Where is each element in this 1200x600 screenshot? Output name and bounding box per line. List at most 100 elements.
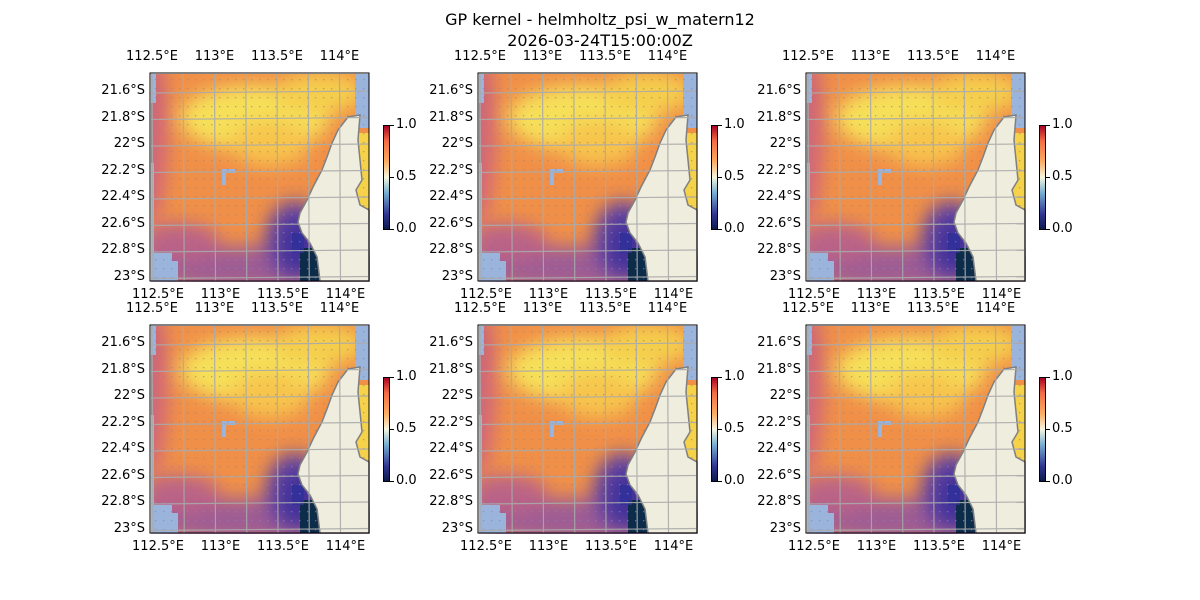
land-mass [625, 114, 698, 282]
lon-tick-bottom: 113.5°E [585, 287, 637, 302]
lat-tick: 21.8°S [429, 361, 473, 377]
land-mass [953, 366, 1026, 534]
lat-tick: 22.6°S [757, 215, 801, 231]
lat-tick: 22.4°S [757, 441, 801, 456]
figure-title: GP kernel - helmholtz_psi_w_matern12 [445, 10, 755, 29]
colorbar-tick-mark [1046, 429, 1050, 430]
map-panel-4 [149, 324, 370, 534]
colorbar-tick-mark [1046, 377, 1050, 378]
lon-tick-bottom: 113°E [856, 287, 897, 302]
lon-tick-top: 113.5°E [907, 49, 959, 64]
lat-tick: 21.8°S [757, 361, 801, 377]
lat-tick: 22°S [769, 388, 801, 403]
colorbar-tick-label: 0.0 [1052, 221, 1073, 236]
lon-tick-top: 114°E [647, 301, 688, 316]
colorbar-tick-label: 1.0 [396, 369, 417, 384]
colorbar-tick-mark [390, 377, 394, 378]
lon-tick-bottom: 113°E [200, 287, 241, 302]
lon-tick-bottom: 113°E [528, 539, 569, 554]
lat-tick: 22°S [441, 388, 473, 403]
lat-tick: 22.6°S [429, 467, 473, 483]
lon-tick-top: 112.5°E [454, 301, 506, 316]
lat-tick: 21.6°S [429, 335, 473, 350]
lat-tick: 22.2°S [101, 162, 145, 178]
lat-tick: 22.4°S [429, 189, 473, 204]
lon-tick-top: 113°E [850, 301, 891, 316]
lon-tick-top: 112.5°E [782, 49, 834, 64]
colorbar-tick-label: 0.5 [1052, 421, 1073, 436]
lat-tick: 22.4°S [101, 189, 145, 204]
colorbar-6 [1039, 377, 1046, 482]
lat-tick: 22.8°S [429, 242, 473, 257]
lon-tick-bottom: 114°E [325, 287, 366, 302]
colorbar-4 [383, 377, 390, 482]
map-panel-3 [805, 72, 1026, 282]
lon-tick-top: 113.5°E [579, 301, 631, 316]
colorbar-tick-mark [390, 125, 394, 126]
lon-tick-top: 114°E [975, 301, 1016, 316]
colorbar-tick-mark [390, 229, 394, 230]
colorbar-tick-mark [1046, 177, 1050, 178]
gridlines [807, 74, 1026, 282]
lat-tick: 22.8°S [101, 494, 145, 509]
uncertainty-field [479, 74, 698, 282]
colorbar-tick-label: 0.0 [724, 221, 745, 236]
colorbar-3 [1039, 125, 1046, 230]
lat-tick: 22.4°S [429, 441, 473, 456]
gridlines [151, 74, 370, 282]
lon-tick-top: 112.5°E [126, 301, 178, 316]
colorbar-tick-label: 1.0 [1052, 117, 1073, 132]
colorbar-tick-label: 1.0 [724, 369, 745, 384]
colorbar-tick-label: 0.0 [396, 473, 417, 488]
colorbar-tick-mark [718, 229, 722, 230]
map-panel-1 [149, 72, 370, 282]
lat-tick: 23°S [441, 520, 473, 536]
colorbar-tick-mark [718, 177, 722, 178]
lon-tick-top: 114°E [975, 49, 1016, 64]
lon-tick-bottom: 112.5°E [460, 539, 512, 554]
uncertainty-field [151, 326, 370, 534]
lon-tick-bottom: 112.5°E [788, 287, 840, 302]
lat-tick: 22.2°S [101, 414, 145, 430]
lat-tick: 21.6°S [429, 83, 473, 98]
lat-tick: 22.6°S [757, 467, 801, 483]
lon-tick-top: 113.5°E [579, 49, 631, 64]
lon-tick-bottom: 112.5°E [788, 539, 840, 554]
lon-tick-top: 113.5°E [251, 301, 303, 316]
colorbar-tick-mark [390, 177, 394, 178]
map-panel-5 [477, 324, 698, 534]
colorbar-tick-mark [1046, 125, 1050, 126]
lon-tick-bottom: 113.5°E [257, 539, 309, 554]
colorbar-tick-label: 0.0 [396, 221, 417, 236]
colorbar-tick-mark [718, 125, 722, 126]
land-mass [953, 114, 1026, 282]
lat-tick: 22.2°S [757, 162, 801, 178]
lon-tick-bottom: 112.5°E [132, 539, 184, 554]
lon-tick-top: 113°E [194, 49, 235, 64]
map-panel-2 [477, 72, 698, 282]
lat-tick: 21.8°S [101, 361, 145, 377]
lon-tick-bottom: 114°E [981, 287, 1022, 302]
lat-tick: 23°S [441, 268, 473, 284]
gridlines [479, 326, 698, 534]
colorbar-2 [711, 125, 718, 230]
gridlines [807, 326, 1026, 534]
colorbar-tick-label: 0.0 [1052, 473, 1073, 488]
colorbar-tick-mark [1046, 229, 1050, 230]
lat-tick: 22.4°S [757, 189, 801, 204]
lon-tick-bottom: 114°E [325, 539, 366, 554]
uncertainty-field [807, 74, 1026, 282]
lon-tick-bottom: 112.5°E [132, 287, 184, 302]
lon-tick-top: 114°E [319, 49, 360, 64]
colorbar-tick-label: 1.0 [1052, 369, 1073, 384]
gridlines [151, 326, 370, 534]
colorbar-tick-mark [718, 481, 722, 482]
colorbar-tick-label: 1.0 [396, 117, 417, 132]
colorbar-tick-label: 0.5 [724, 421, 745, 436]
lon-tick-top: 113°E [194, 301, 235, 316]
lat-tick: 21.8°S [757, 109, 801, 125]
lat-tick: 22.8°S [101, 242, 145, 257]
lon-tick-top: 114°E [319, 301, 360, 316]
lon-tick-bottom: 114°E [653, 539, 694, 554]
lat-tick: 23°S [113, 268, 145, 284]
